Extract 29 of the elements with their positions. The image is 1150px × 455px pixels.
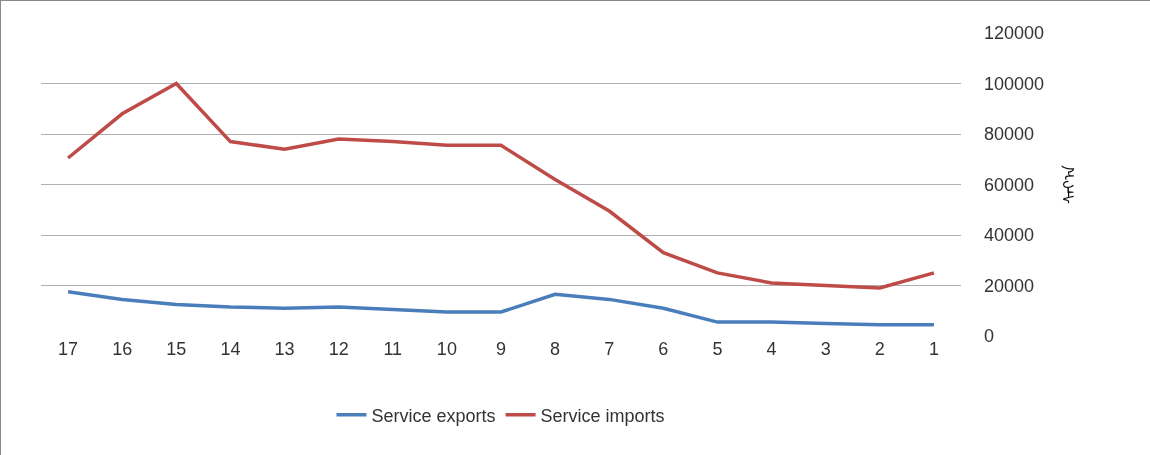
x-tick-label: 11 [383, 339, 403, 359]
legend-label: Service imports [540, 405, 665, 426]
x-tick-label: 4 [766, 339, 777, 359]
x-tick-label: 3 [820, 339, 831, 359]
x-tick-label: 7 [604, 339, 615, 359]
x-tick-label: 5 [712, 339, 723, 359]
y-tick-label: 20000 [984, 275, 1035, 296]
x-tick-label: 16 [112, 339, 133, 359]
x-tick-label: 14 [220, 339, 241, 359]
x-tick-label: 13 [274, 339, 295, 359]
y-tick-label: 80000 [984, 124, 1035, 145]
x-tick-label: 17 [58, 339, 79, 359]
x-tick-label: 12 [328, 339, 349, 359]
y-tick-label: 0 [984, 326, 995, 347]
y-tick-label: 120000 [984, 23, 1045, 44]
line-series [66, 290, 936, 327]
line-series [66, 81, 936, 290]
legend-label: Service exports [371, 405, 496, 426]
x-tick-label: 1 [928, 339, 939, 359]
y-tick-label: 40000 [984, 225, 1035, 246]
x-tick-label: 8 [550, 339, 561, 359]
x-tick-label: 10 [436, 339, 457, 359]
x-tick-label: 9 [495, 339, 507, 359]
y-tick-label: 60000 [984, 174, 1035, 195]
y-axis-title: ᠰᠠᠶ᠎ᠠ [1059, 165, 1079, 204]
x-tick-label: 6 [658, 339, 669, 359]
x-tick-label: 15 [166, 339, 187, 359]
y-tick-label: 100000 [984, 73, 1045, 94]
x-tick-label: 2 [874, 339, 885, 359]
